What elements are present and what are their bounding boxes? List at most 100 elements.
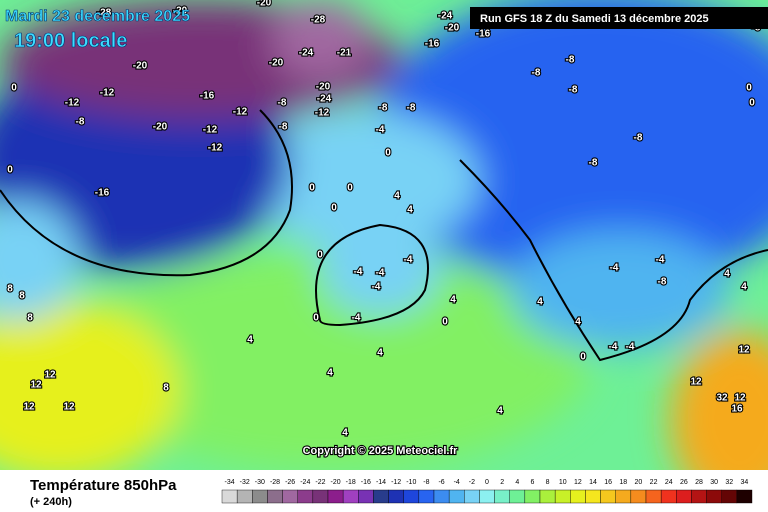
- contour-label: 4: [741, 282, 747, 293]
- contour-label: -8: [379, 103, 388, 114]
- scale-label: -6: [438, 479, 444, 486]
- contour-label: 8: [7, 284, 13, 295]
- contour-label: 0: [749, 98, 755, 109]
- scale-label: 30: [710, 479, 718, 486]
- contour-label: 4: [394, 191, 400, 202]
- contour-label: -16: [95, 188, 110, 199]
- scale-swatch: [327, 489, 344, 504]
- contour-label: -12: [100, 88, 115, 99]
- contour-label: -4: [656, 255, 665, 266]
- contour-label: -4: [626, 342, 635, 353]
- scale-swatch: [252, 489, 268, 504]
- scale-label: -2: [469, 479, 475, 486]
- contour-label: -20: [173, 6, 188, 17]
- contour-label: -12: [203, 125, 218, 136]
- contour-label: -28: [311, 15, 326, 26]
- contour-label: 4: [497, 406, 503, 417]
- contour-label: -12: [315, 108, 330, 119]
- contour-labels: -28 -20-20-28-24 -21-20-24-20-20-12-12-8-1…: [6, 0, 762, 440]
- scale-swatch: [721, 489, 738, 504]
- forecast-date: Mardi 23 decembre 2025: [5, 8, 190, 25]
- contour-label: -8: [658, 277, 667, 288]
- scale-label: -26: [285, 479, 295, 486]
- contour-label: -8: [278, 98, 287, 109]
- contour-label: -8: [569, 85, 578, 96]
- scale-swatch: [676, 489, 692, 504]
- scale-swatch: [585, 489, 601, 504]
- scale-swatch: [600, 489, 616, 504]
- contour-label: -8: [407, 103, 416, 114]
- contour-label: -8: [532, 68, 541, 79]
- scale-label: -30: [255, 479, 265, 486]
- scale-swatch: [630, 489, 647, 504]
- forecast-time: 19:00 locale: [14, 30, 127, 52]
- contour-label: 4: [327, 368, 333, 379]
- scale-swatch: [433, 489, 450, 504]
- scale-label: 34: [741, 479, 749, 486]
- scale-label: 4: [515, 479, 519, 486]
- scale-swatch: [448, 489, 465, 504]
- contour-label: -20: [133, 61, 148, 72]
- contour-label: 12: [63, 402, 75, 413]
- contour-label: -8: [76, 117, 85, 128]
- contour-label: 8: [19, 291, 25, 302]
- contour-label: 0: [7, 165, 13, 176]
- contour-label: -28: [97, 8, 112, 19]
- scale-swatch: [615, 489, 632, 504]
- scale-label: 0: [485, 479, 489, 486]
- contour-label: -8: [279, 122, 288, 133]
- scale-swatch: [706, 489, 722, 504]
- contour-label: -20: [316, 82, 331, 93]
- scale-swatch: [539, 489, 556, 504]
- contour-label: 0: [313, 313, 319, 324]
- contour-label: 4: [247, 335, 253, 346]
- contour-label: 4: [377, 348, 383, 359]
- contour-label: 16: [731, 404, 743, 415]
- scale-label: -8: [423, 479, 429, 486]
- contour-label: 4: [450, 295, 456, 306]
- contour-label: 4: [342, 428, 348, 439]
- scale-label: -22: [315, 479, 325, 486]
- contour-label: -20: [445, 23, 460, 34]
- scale-swatch: [494, 489, 510, 504]
- scale-swatch: [524, 489, 541, 504]
- scale-swatch: [312, 489, 329, 504]
- contour-label: 12: [738, 345, 750, 356]
- scale-swatch: [267, 489, 283, 504]
- scale-swatch: [691, 489, 707, 504]
- scale-label: -12: [391, 479, 401, 486]
- contour-label: -4: [372, 282, 381, 293]
- scale-label: -14: [376, 479, 386, 486]
- scale-label: 16: [604, 479, 612, 486]
- scale-label: 20: [635, 479, 643, 486]
- scale-label: 32: [725, 479, 733, 486]
- scale-label: -28: [270, 479, 280, 486]
- contour-label: -24: [299, 48, 314, 59]
- contour-label: 0: [347, 183, 353, 194]
- contour-label: -12: [208, 143, 223, 154]
- scale-swatch: [645, 489, 662, 504]
- scale-label: 22: [650, 479, 658, 486]
- contour-label: -8: [634, 133, 643, 144]
- scale-label: -16: [361, 479, 371, 486]
- contour-label: -21: [337, 48, 352, 59]
- scale-swatch: [479, 489, 495, 504]
- run-box: [470, 7, 768, 29]
- copyright: Copyright © 2025 Meteociel.fr: [303, 445, 459, 457]
- color-scale: -34 -32 -30 -28 -26 -24 -22 -20 -18 -16 -14 -12 -10-…: [221, 479, 753, 504]
- contour-label: 12: [734, 393, 746, 404]
- scale-label: 8: [546, 479, 550, 486]
- run-label: Run GFS 18 Z du Samedi 13 décembre 2025: [480, 13, 709, 25]
- contour-label: -16: [425, 39, 440, 50]
- scale-label: -4: [454, 479, 460, 486]
- scale-label: -20: [331, 479, 341, 486]
- scale-swatch: [282, 489, 298, 504]
- scale-swatch: [221, 489, 238, 504]
- contour-label: -20: [153, 122, 168, 133]
- contour-label: 0: [309, 183, 315, 194]
- contour-label: -4: [404, 255, 413, 266]
- contour-label: 0: [385, 148, 391, 159]
- contour-label: -4: [354, 267, 363, 278]
